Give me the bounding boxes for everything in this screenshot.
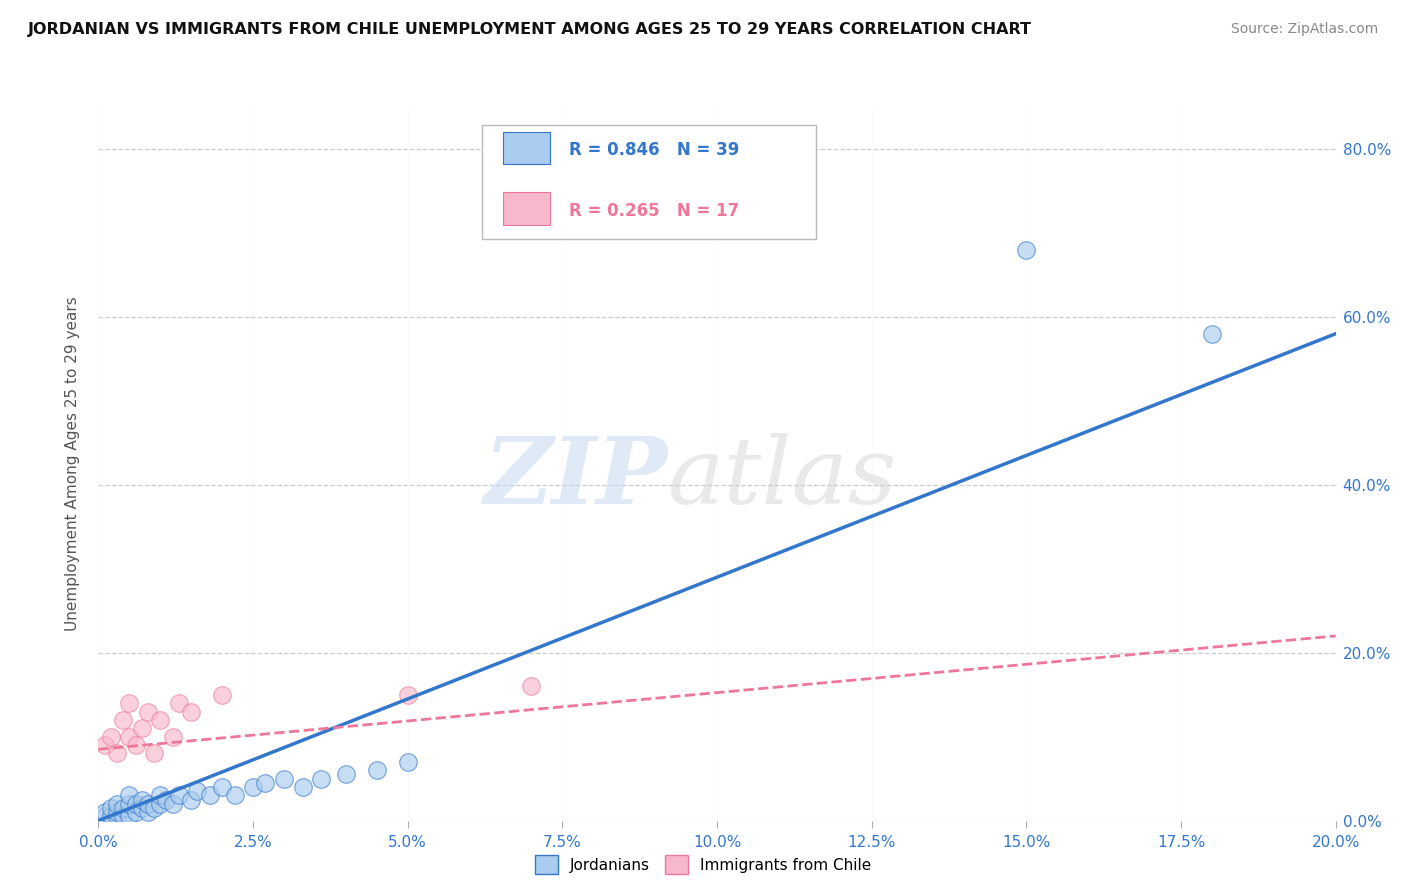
Point xyxy=(136,805,159,820)
Point xyxy=(93,805,115,820)
Point xyxy=(100,730,122,744)
Point xyxy=(136,705,159,719)
Point xyxy=(93,809,115,823)
Text: R = 0.265   N = 17: R = 0.265 N = 17 xyxy=(568,202,738,219)
Point xyxy=(162,797,184,811)
Point xyxy=(335,767,357,781)
Point xyxy=(112,809,135,823)
Point xyxy=(131,721,153,735)
Point xyxy=(211,688,233,702)
Point xyxy=(1201,326,1223,341)
Point xyxy=(118,730,141,744)
Text: ZIP: ZIP xyxy=(484,434,668,523)
Point xyxy=(124,797,146,811)
Point xyxy=(224,789,246,803)
Point xyxy=(143,801,166,815)
Point xyxy=(396,755,419,769)
Point xyxy=(105,747,128,761)
Point xyxy=(136,797,159,811)
Point xyxy=(396,688,419,702)
Text: atlas: atlas xyxy=(668,434,897,523)
Point xyxy=(254,776,277,790)
FancyBboxPatch shape xyxy=(503,132,550,164)
Text: R = 0.846   N = 39: R = 0.846 N = 39 xyxy=(568,141,740,159)
Point xyxy=(100,809,122,823)
Point xyxy=(112,713,135,727)
Point xyxy=(131,792,153,806)
Text: Source: ZipAtlas.com: Source: ZipAtlas.com xyxy=(1230,22,1378,37)
Point xyxy=(93,738,115,752)
Point xyxy=(162,730,184,744)
Point xyxy=(273,772,295,786)
FancyBboxPatch shape xyxy=(482,125,815,239)
Point xyxy=(100,801,122,815)
FancyBboxPatch shape xyxy=(503,193,550,225)
Point xyxy=(118,809,141,823)
Point xyxy=(124,738,146,752)
Point xyxy=(149,789,172,803)
Point xyxy=(143,747,166,761)
Point xyxy=(180,705,202,719)
Point xyxy=(118,797,141,811)
Point xyxy=(1015,243,1038,257)
Y-axis label: Unemployment Among Ages 25 to 29 years: Unemployment Among Ages 25 to 29 years xyxy=(65,296,80,632)
Point xyxy=(105,797,128,811)
Point xyxy=(124,805,146,820)
Point xyxy=(309,772,332,786)
Text: JORDANIAN VS IMMIGRANTS FROM CHILE UNEMPLOYMENT AMONG AGES 25 TO 29 YEARS CORREL: JORDANIAN VS IMMIGRANTS FROM CHILE UNEMP… xyxy=(28,22,1032,37)
Point xyxy=(167,789,190,803)
Point xyxy=(242,780,264,794)
Point xyxy=(211,780,233,794)
Point xyxy=(149,797,172,811)
Point xyxy=(105,805,128,820)
Point xyxy=(155,792,177,806)
Point xyxy=(118,696,141,710)
Point xyxy=(118,789,141,803)
Point xyxy=(520,679,543,693)
Point xyxy=(291,780,314,794)
Point xyxy=(186,784,208,798)
Point xyxy=(180,792,202,806)
Point xyxy=(149,713,172,727)
Point xyxy=(112,801,135,815)
Point xyxy=(131,801,153,815)
Point xyxy=(366,764,388,778)
Point xyxy=(198,789,221,803)
Point xyxy=(105,809,128,823)
Legend: Jordanians, Immigrants from Chile: Jordanians, Immigrants from Chile xyxy=(529,849,877,880)
Point xyxy=(167,696,190,710)
